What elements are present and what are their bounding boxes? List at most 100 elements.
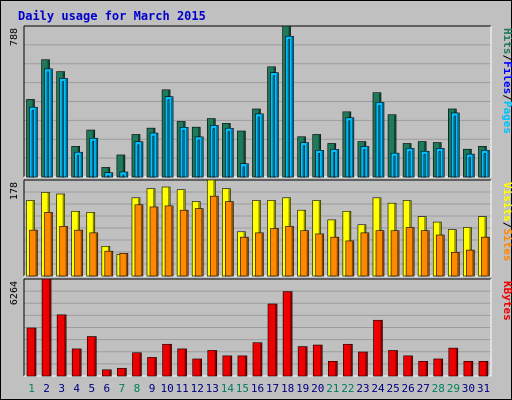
bar-pages [408,151,411,178]
bar-sites [134,204,144,277]
bar-pages [347,120,351,178]
legend-item: / [501,222,512,229]
legend-item: Visits [501,182,512,222]
bar-pages [362,149,366,178]
day-label: 15 [236,382,249,395]
bar-kbytes [147,357,157,377]
day-label: 23 [356,382,369,395]
bar-sites [29,229,38,277]
panel-bottom: 6264 [9,278,492,377]
day-label: 7 [119,382,126,395]
day-label: 24 [371,382,385,395]
bar-sites [119,253,129,277]
legend-item: Hits [501,28,512,55]
bar-sites [375,230,385,277]
bar-pages [242,166,245,178]
bar-pages [61,81,64,178]
bar-pages [317,152,321,178]
bar-kbytes [403,355,413,377]
bar-sites [315,233,325,277]
bar-kbytes [252,342,263,377]
day-label: 26 [402,382,415,395]
bar-pages [167,99,170,178]
panel-middle: 178 [9,179,492,277]
bar-kbytes [297,346,308,377]
bar-kbytes [237,355,248,377]
legend-item: Pages [501,101,512,134]
bar-sites [240,236,249,277]
bar-kbytes [41,278,52,377]
day-label: 19 [296,382,309,395]
bar-sites [466,249,475,277]
bar-sites [164,205,174,277]
bar-sites [209,195,219,277]
bar-sites [89,232,99,277]
bar-pages [76,154,79,178]
bar-pages [438,151,441,178]
bar-pages [227,130,230,178]
legend-item: KBytes [501,281,512,321]
day-label: 11 [176,382,189,395]
bar-pages [423,153,426,178]
bar-kbytes [373,319,383,377]
bar-sites [390,230,400,277]
bar-sites [300,230,309,277]
bar-kbytes [117,367,127,377]
bar-pages [287,38,290,178]
day-label: 22 [341,382,354,395]
day-label: 28 [432,382,445,395]
panel-top: 788 [9,25,492,178]
bar-kbytes [312,344,323,377]
bar-pages [257,116,260,178]
bar-sites [285,226,294,277]
day-label: 3 [58,382,65,395]
legend-item: Files [501,61,512,94]
bar-sites [405,227,415,277]
bar-pages [377,105,381,178]
bar-kbytes [388,350,398,377]
chart-title: Daily usage for March 2015 [18,9,206,23]
day-label: 10 [160,382,173,395]
bar-pages [197,139,200,178]
ymax-label-top: 788 [9,28,20,46]
bar-sites [330,236,340,277]
bar-kbytes [56,314,67,377]
bar-kbytes [343,343,353,377]
bar-pages [182,130,185,178]
bar-pages [136,144,140,178]
bar-kbytes [433,358,444,377]
bar-sites [44,212,53,277]
bar-pages [91,140,95,178]
bar-pages [106,175,110,178]
bar-kbytes [282,291,293,377]
day-label: 2 [43,382,50,395]
bar-kbytes [207,350,218,377]
bar-sites [255,232,264,277]
bar-sites [59,226,68,277]
day-label: 16 [251,382,264,395]
day-label: 9 [149,382,156,395]
day-label: 20 [311,382,324,395]
bar-pages [332,152,336,178]
day-label: 1 [28,382,35,395]
ymax-label-middle: 178 [9,182,20,200]
bar-pages [468,156,471,178]
bar-pages [46,71,49,178]
bar-kbytes [463,360,474,377]
bar-kbytes [26,327,37,377]
bar-pages [31,109,34,178]
bar-kbytes [327,360,338,377]
day-label: 27 [417,382,430,395]
bar-kbytes [71,348,82,377]
bar-sites [149,206,159,277]
bar-sites [435,234,445,277]
bar-pages [212,128,215,178]
day-label: 17 [266,382,279,395]
legend-top: Hits/Files/Pages [501,28,512,134]
bar-kbytes [102,369,112,377]
bar-sites [104,250,114,277]
day-label: 18 [281,382,294,395]
bar-kbytes [478,360,489,377]
bar-sites [74,229,83,277]
bar-sites [194,208,204,277]
